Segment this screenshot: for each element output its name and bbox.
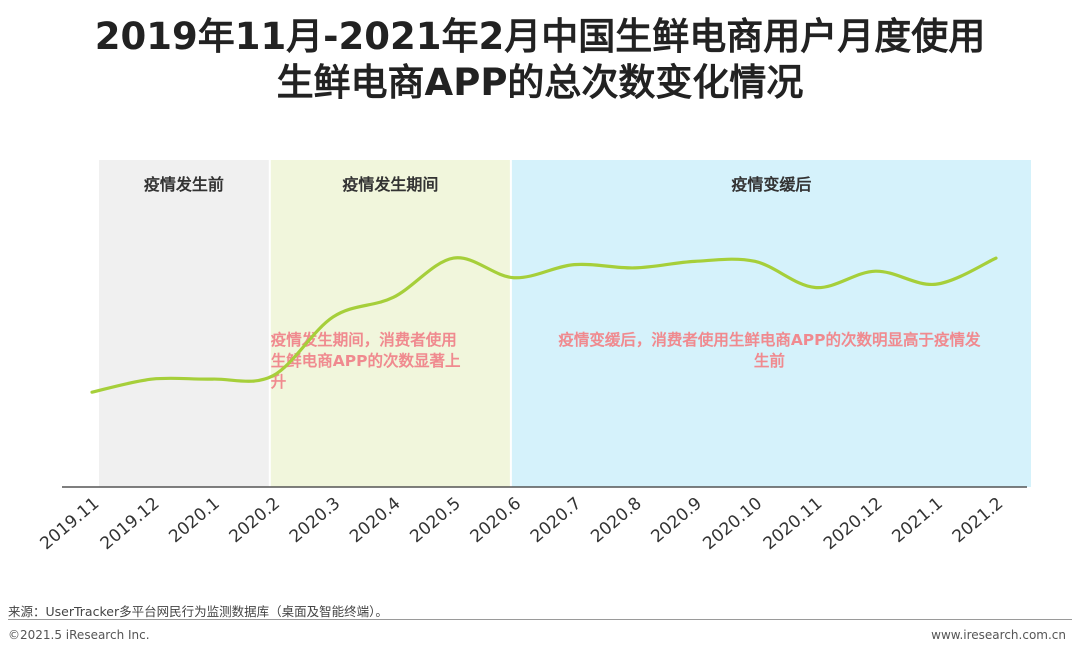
x-tick-label-2020.5: 2020.5 xyxy=(406,494,464,548)
x-tick-label-2020.10: 2020.10 xyxy=(699,494,766,555)
x-tick-label-2020.7: 2020.7 xyxy=(527,494,585,548)
source-note: 来源：UserTracker多平台网民行为监测数据库（桌面及智能终端）。 xyxy=(8,604,388,619)
website-link[interactable]: www.iresearch.com.cn xyxy=(931,628,1066,642)
phase-bands xyxy=(99,160,1031,487)
annotation-during-line-3: 升 xyxy=(271,373,287,391)
phase-band-2 xyxy=(270,160,510,487)
annotation-during-line-1: 疫情发生期间，消费者使用 xyxy=(271,330,457,349)
x-tick-label-2020.6: 2020.6 xyxy=(467,494,525,548)
phase-label-3: 疫情变缓后 xyxy=(731,175,811,194)
phase-band-1 xyxy=(99,160,269,487)
chart-title-line-2: 生鲜电商APP的总次数变化情况 xyxy=(276,61,804,104)
footer-divider xyxy=(8,619,1072,620)
x-tick-label-2019.11: 2019.11 xyxy=(36,494,103,555)
x-tick-label-2020.11: 2020.11 xyxy=(760,494,827,555)
x-tick-label-2020.1: 2020.1 xyxy=(165,494,223,548)
x-tick-label-2020.12: 2020.12 xyxy=(820,494,887,555)
x-tick-label-2020.2: 2020.2 xyxy=(226,494,284,548)
line-chart: 疫情发生前 疫情发生期间 疫情变缓后 疫情发生期间，消费者使用生鲜电商APP的次数显… xyxy=(36,160,1031,555)
chart-title: 2019年11月-2021年2月中国生鲜电商用户月度使用 生鲜电商APP的总次数… xyxy=(40,14,1040,106)
phase-label-2: 疫情发生期间 xyxy=(342,175,438,194)
x-tick-label-2020.4: 2020.4 xyxy=(346,494,404,548)
x-tick-label-2020.3: 2020.3 xyxy=(286,494,344,548)
x-tick-label-2019.12: 2019.12 xyxy=(97,494,164,555)
annotation-during-line-2: 生鲜电商APP的次数显著上 xyxy=(271,351,461,370)
x-tick-label-2020.9: 2020.9 xyxy=(647,494,705,548)
annotation-after-line-1: 疫情变缓后，消费者使用生鲜电商APP的次数明显高于疫情发 xyxy=(558,330,981,349)
phase-band-3 xyxy=(511,160,1031,487)
phase-labels: 疫情发生前 疫情发生期间 疫情变缓后 xyxy=(144,175,812,194)
series-lines xyxy=(90,256,998,394)
x-tick-label-2021.1: 2021.1 xyxy=(889,494,947,548)
phase-label-1: 疫情发生前 xyxy=(144,175,224,194)
copyright-text: ©2021.5 iResearch Inc. xyxy=(8,628,150,642)
x-tick-label-2020.8: 2020.8 xyxy=(587,494,645,548)
x-tick-label-2021.2: 2021.2 xyxy=(949,494,1007,548)
annotation-after-line-2: 生前 xyxy=(754,351,785,370)
series-line xyxy=(90,256,998,394)
chart-title-line-1: 2019年11月-2021年2月中国生鲜电商用户月度使用 xyxy=(94,15,986,58)
